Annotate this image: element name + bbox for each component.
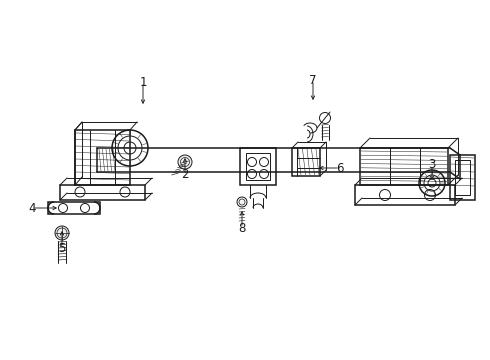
Circle shape [178,155,192,169]
Circle shape [55,226,69,240]
Text: 7: 7 [309,73,317,86]
Text: 4: 4 [28,202,36,215]
Text: 8: 8 [238,221,245,234]
Text: 1: 1 [139,76,147,89]
Circle shape [237,197,247,207]
Text: 5: 5 [58,242,66,255]
Text: 3: 3 [428,158,436,171]
Text: 6: 6 [336,162,344,175]
Text: 2: 2 [181,168,189,181]
